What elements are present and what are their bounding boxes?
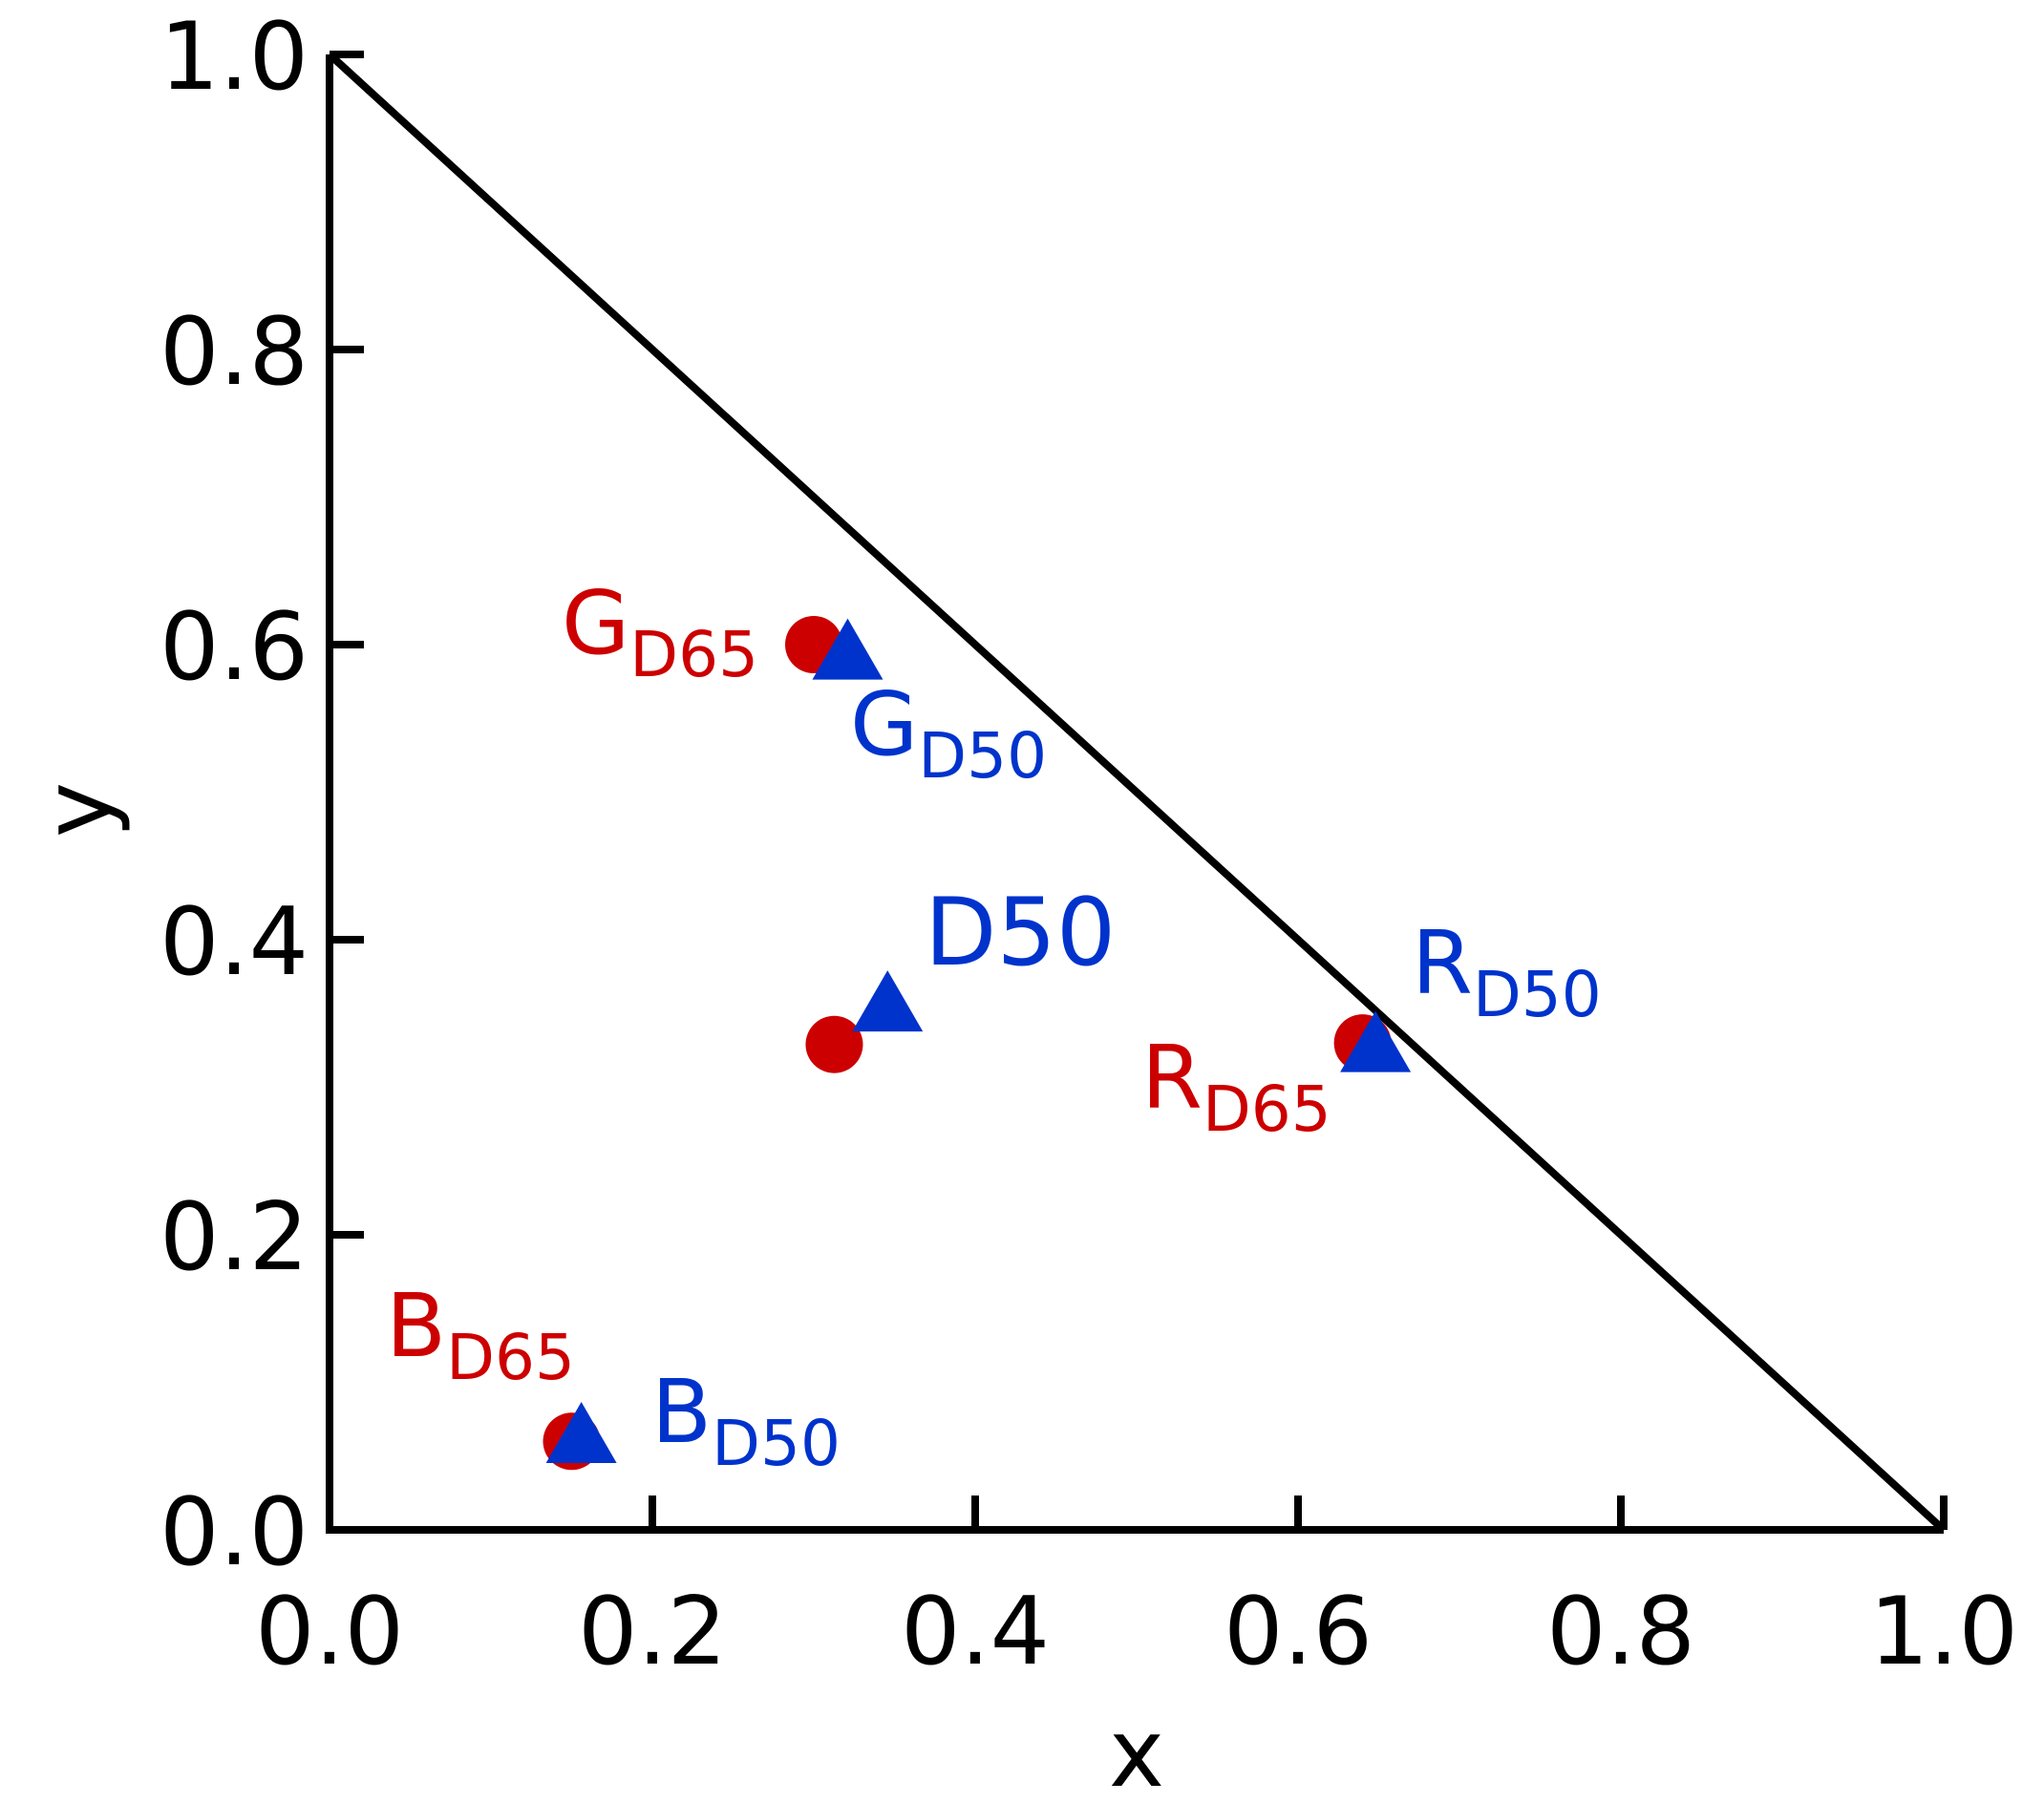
annotation-r-d65: RD65 [1141,1027,1331,1146]
annotation-sub: D65 [446,1321,575,1394]
boundary-line [327,52,1947,1533]
annotation-d50: D50 [925,879,1116,987]
x-tick-label: 1.0 [1869,1578,2018,1686]
x-tick-label: 0.0 [255,1578,404,1686]
annotation-b-d65: BD65 [386,1275,575,1394]
y-axis-title: y [24,782,133,838]
annotation-b-d50: BD50 [651,1361,841,1480]
annotation-sub: D65 [629,618,758,691]
x-tick-label: 0.4 [901,1578,1050,1686]
y-tick-label: 0.8 [160,298,309,407]
y-tick-label: 0.0 [160,1478,309,1587]
marks [543,616,1412,1471]
axes: 0.0 0.2 0.4 0.6 0.8 1.0 0.0 0.2 0.4 0.6 0.8 1.0 [160,3,2018,1686]
annotation-main: R [1141,1027,1203,1129]
annotation-r-d50: RD50 [1412,912,1602,1031]
annotation-sub: D50 [918,719,1047,793]
annotation-main: D50 [925,879,1116,987]
annotation-sub: D50 [1473,958,1602,1031]
x-tick-label: 0.6 [1224,1578,1373,1686]
annotation-main: G [562,572,629,674]
annotation-main: B [386,1275,446,1377]
triangle-point [812,618,884,680]
triangle-point [1340,1010,1412,1072]
y-tick-label: 0.6 [160,593,309,702]
x-tick-label: 0.2 [578,1578,727,1686]
annotation-sub: D50 [712,1407,841,1480]
y-tick-label: 0.2 [160,1183,309,1292]
annotation-sub: D65 [1203,1072,1331,1146]
triangle-point [545,1402,617,1464]
x-axis-title: x [1109,1700,1164,1803]
annotation-g-d65: GD65 [562,572,758,691]
y-tick-label: 1.0 [160,3,309,112]
annotation-main: G [850,673,918,775]
triangle-point [852,970,924,1032]
annotation-main: R [1412,912,1473,1014]
annotation-g-d50: GD50 [850,673,1047,793]
annotation-main: B [651,1361,712,1463]
x-tick-label: 0.8 [1546,1578,1695,1686]
circle-point [805,1015,863,1073]
y-tick-label: 0.4 [160,888,309,997]
